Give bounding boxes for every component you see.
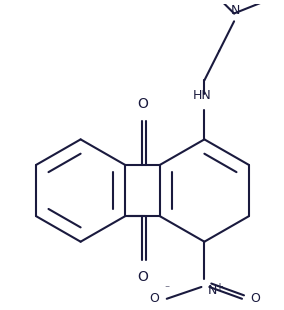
Text: O: O [250, 292, 260, 305]
Text: O: O [137, 97, 148, 111]
Text: HN: HN [193, 89, 212, 102]
Text: ⁻: ⁻ [165, 284, 170, 294]
Text: +: + [215, 282, 223, 292]
Text: N: N [230, 4, 240, 17]
Text: O: O [149, 292, 159, 305]
Text: N: N [207, 284, 217, 297]
Text: O: O [137, 270, 148, 284]
